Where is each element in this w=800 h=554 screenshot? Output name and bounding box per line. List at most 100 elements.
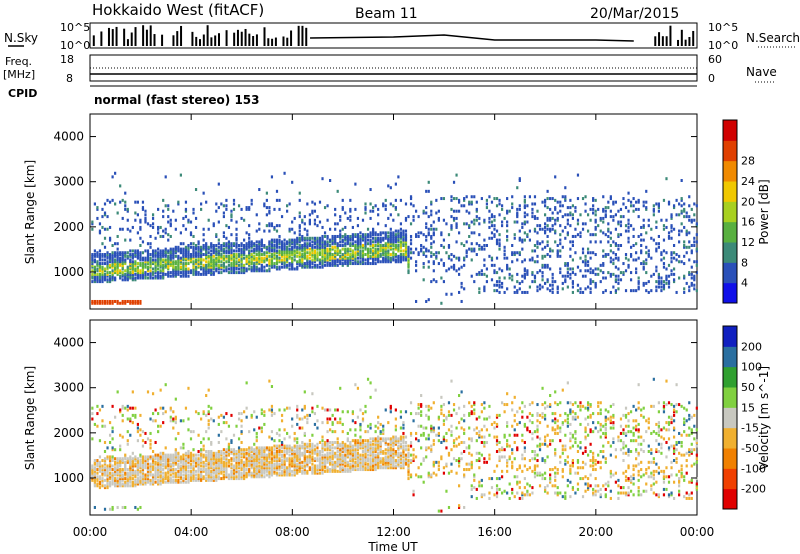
range-cell [291, 460, 294, 464]
range-cell [404, 218, 408, 222]
range-cell [235, 233, 238, 237]
range-cell [339, 469, 342, 473]
range-cell [640, 249, 643, 253]
range-cell [126, 256, 129, 260]
range-cell [435, 198, 438, 202]
range-cell [144, 216, 147, 220]
range-cell [450, 225, 453, 229]
range-cell [154, 440, 157, 444]
range-cell [141, 471, 145, 475]
range-cell [569, 211, 572, 215]
range-cell [516, 251, 519, 255]
range-cell [286, 457, 289, 461]
range-cell [614, 274, 618, 278]
range-cell [450, 253, 453, 257]
range-cell [248, 430, 251, 434]
range-cell [303, 254, 306, 258]
range-cell [516, 290, 519, 294]
range-cell [463, 198, 466, 202]
range-cell [296, 254, 299, 258]
range-cell [174, 453, 177, 457]
range-cell [394, 254, 397, 258]
range-cell [551, 290, 554, 294]
range-cell [617, 234, 620, 238]
range-cell [318, 471, 322, 475]
range-cell [93, 505, 96, 509]
range-cell [291, 424, 294, 428]
range-cell [205, 430, 208, 434]
range-cell [313, 265, 317, 269]
range-cell [278, 251, 281, 255]
range-cell [108, 455, 112, 459]
range-cell [260, 426, 263, 430]
range-cell [240, 262, 243, 266]
range-cell [688, 245, 691, 249]
range-cell [265, 245, 268, 249]
range-cell [167, 238, 170, 242]
range-cell [296, 437, 299, 441]
range-cell [581, 247, 585, 251]
range-cell [293, 251, 296, 255]
range-cell [263, 204, 266, 208]
range-cell [455, 269, 458, 273]
range-cell [111, 262, 114, 266]
range-cell [134, 413, 137, 417]
range-cell [581, 260, 585, 264]
range-cell [184, 466, 188, 470]
range-cell [475, 200, 478, 204]
range-cell [250, 415, 253, 419]
range-cell [134, 484, 137, 488]
range-cell [346, 444, 349, 448]
range-cell [103, 473, 107, 477]
range-cell [119, 263, 122, 267]
range-cell [220, 460, 223, 464]
range-cell [217, 464, 220, 468]
range-cell [215, 462, 218, 466]
range-cell [141, 480, 145, 484]
range-cell [430, 234, 433, 238]
range-cell [470, 220, 473, 224]
range-cell [139, 254, 142, 258]
range-cell [313, 240, 317, 244]
range-cell [344, 459, 347, 463]
range-cell [159, 225, 162, 229]
range-cell [498, 242, 501, 246]
range-cell [258, 227, 261, 231]
range-cell [592, 198, 595, 202]
range-cell [460, 204, 463, 208]
range-cell [645, 289, 648, 293]
range-cell [177, 254, 180, 258]
range-cell [425, 238, 428, 242]
range-cell [232, 265, 236, 269]
range-cell [177, 267, 180, 271]
range-cell [144, 473, 147, 477]
range-cell [258, 468, 261, 472]
range-cell [397, 249, 400, 253]
range-cell [103, 299, 107, 303]
range-cell [217, 459, 220, 463]
range-cell [536, 216, 539, 220]
range-cell [280, 460, 284, 464]
range-cell [670, 269, 673, 273]
range-cell [179, 464, 182, 468]
range-cell [172, 249, 175, 253]
range-cell [321, 177, 324, 181]
range-cell [351, 455, 354, 459]
range-cell [589, 256, 592, 260]
range-cell [263, 460, 266, 464]
range-cell [136, 301, 139, 305]
range-cell [286, 251, 289, 255]
range-cell [200, 477, 203, 481]
range-cell [493, 224, 496, 228]
range-cell [321, 263, 324, 267]
range-cell [283, 466, 286, 470]
range-cell [103, 278, 107, 282]
range-cell [655, 265, 658, 269]
range-cell [478, 290, 481, 294]
range-cell [144, 431, 147, 435]
range-cell [316, 450, 319, 453]
range-cell [172, 263, 175, 267]
range-cell [334, 238, 337, 242]
range-cell [660, 253, 663, 257]
range-cell [584, 287, 587, 291]
